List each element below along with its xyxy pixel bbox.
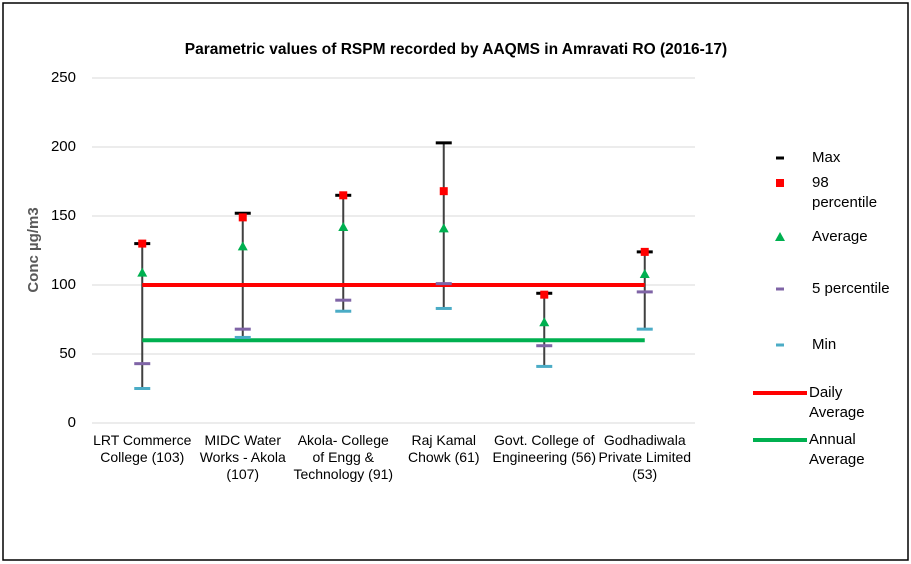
data-point xyxy=(237,241,248,251)
y-tick-label: 50 xyxy=(59,345,76,362)
legend-marker xyxy=(776,156,784,160)
legend-label: Daily Average xyxy=(809,384,865,421)
data-point xyxy=(536,364,553,368)
data-point xyxy=(435,282,452,286)
data-point xyxy=(640,247,649,256)
data-point xyxy=(540,290,549,299)
data-point xyxy=(137,267,148,277)
legend-label: Annual Average xyxy=(809,431,865,468)
data-point xyxy=(435,141,452,145)
legend-label: Average xyxy=(812,228,868,245)
y-tick-label: 0 xyxy=(68,414,76,431)
y-tick-label: 150 xyxy=(51,207,76,224)
data-point xyxy=(439,187,448,196)
legend-label: 5 percentile xyxy=(812,280,890,297)
legend-marker xyxy=(776,287,784,291)
data-point xyxy=(234,327,251,331)
data-point xyxy=(338,222,349,232)
data-point xyxy=(234,335,251,339)
y-axis-title: Conc µg/m3 xyxy=(25,207,42,292)
y-tick-label: 100 xyxy=(51,276,76,293)
data-point xyxy=(339,191,348,200)
x-tick-label: LRT Commerce College (103) xyxy=(93,432,192,465)
data-point xyxy=(335,309,352,313)
x-tick-label: Govt. College of Engineering (56) xyxy=(492,432,596,465)
x-tick-label: MIDC Water Works - Akola (107) xyxy=(199,432,286,482)
x-tick-label: Akola- College of Engg & Technology (91) xyxy=(293,432,394,482)
data-point xyxy=(639,268,650,278)
legend-marker xyxy=(775,232,785,241)
legend-label: Min xyxy=(812,336,837,353)
data-point xyxy=(438,223,449,233)
y-tick-label: 200 xyxy=(51,138,76,155)
legend-label: 98 percentile xyxy=(812,174,878,211)
x-tick-label: Godhadiwala Private Limited (53) xyxy=(598,432,692,482)
data-point xyxy=(435,306,452,310)
data-point xyxy=(539,317,550,327)
chart-title: Parametric values of RSPM recorded by AA… xyxy=(185,41,727,58)
data-point xyxy=(234,211,251,215)
data-point xyxy=(636,290,653,294)
data-point xyxy=(636,327,653,331)
data-point xyxy=(536,344,553,348)
data-point xyxy=(134,387,151,390)
data-point xyxy=(138,239,147,248)
data-point xyxy=(335,298,352,302)
data-point xyxy=(134,362,151,366)
legend-label: Max xyxy=(812,149,841,166)
data-point xyxy=(238,213,247,222)
x-tick-label: Raj Kamal Chowk (61) xyxy=(407,432,480,465)
legend-marker xyxy=(776,343,784,347)
y-tick-label: 250 xyxy=(51,69,76,86)
legend-marker xyxy=(776,179,784,187)
